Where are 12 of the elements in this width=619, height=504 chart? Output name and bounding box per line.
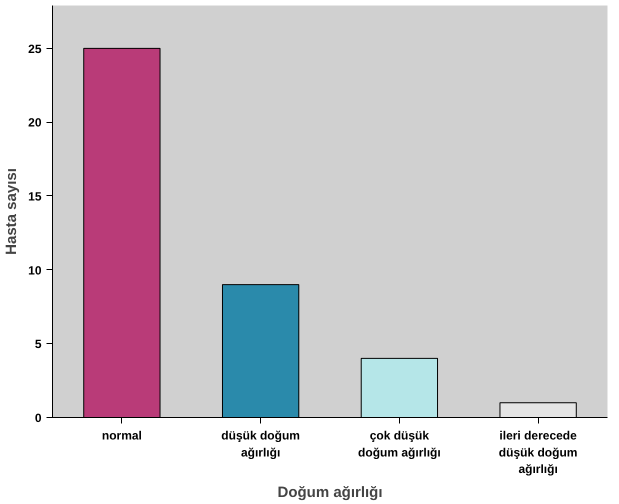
x-axis-title: Doğum ağırlığı bbox=[278, 484, 382, 502]
x-tick-label: düşük doğum ağırlığı bbox=[221, 428, 300, 460]
y-axis-title: Hasta sayısı bbox=[3, 168, 20, 255]
y-tick-label: 25 bbox=[28, 42, 42, 56]
x-tick-label: ileri derecede düşük doğum ağırlığı bbox=[498, 428, 578, 476]
x-tick-label: çok düşük doğum ağırlığı bbox=[358, 428, 441, 460]
y-tick-label: 0 bbox=[34, 411, 42, 425]
x-tick-label: normal bbox=[102, 428, 142, 442]
y-tick-label: 10 bbox=[28, 263, 42, 278]
y-tick-label: 5 bbox=[34, 337, 42, 352]
y-tick-label: 15 bbox=[28, 189, 42, 204]
y-tick-label: 20 bbox=[28, 116, 42, 130]
